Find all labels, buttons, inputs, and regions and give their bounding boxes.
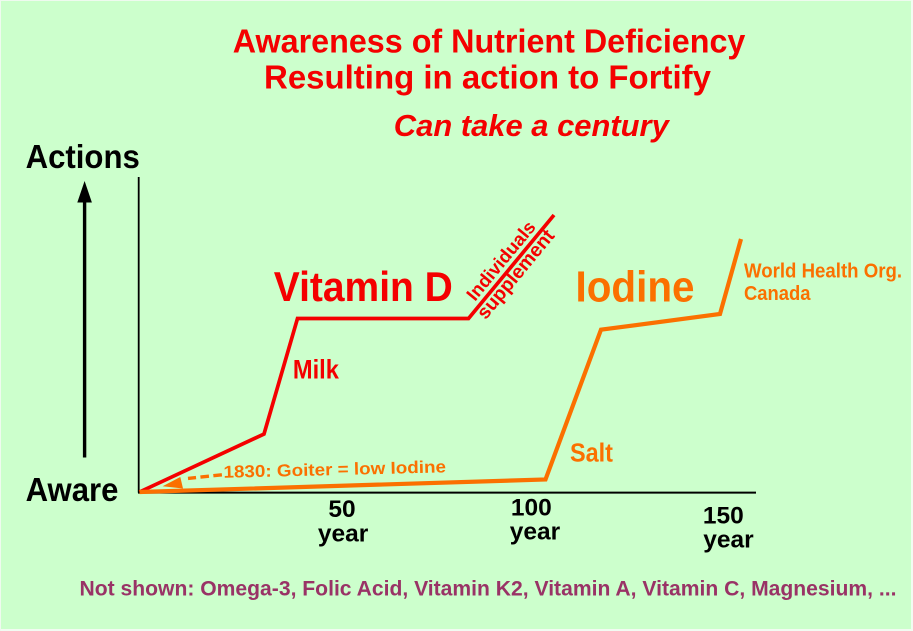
svg-text:Resulting in action to Fortify: Resulting in action to Fortify	[264, 60, 711, 97]
svg-text:Canada: Canada	[744, 283, 811, 305]
svg-text:Not shown: Omega-3, Folic Acid: Not shown: Omega-3, Folic Acid, Vitamin …	[80, 578, 897, 601]
svg-text:100: 100	[511, 495, 552, 522]
svg-text:Salt: Salt	[570, 439, 613, 467]
svg-text:year: year	[318, 520, 369, 547]
svg-text:150: 150	[703, 502, 744, 529]
svg-text:World Health Org.: World Health Org.	[744, 261, 902, 283]
svg-text:Actions: Actions	[26, 138, 140, 175]
svg-text:Vitamin D: Vitamin D	[274, 263, 453, 310]
svg-text:50: 50	[328, 496, 355, 523]
svg-text:Iodine: Iodine	[576, 262, 695, 311]
svg-text:year: year	[703, 527, 754, 554]
svg-text:Milk: Milk	[293, 355, 339, 385]
svg-text:year: year	[510, 519, 561, 546]
svg-text:Aware: Aware	[26, 471, 119, 508]
svg-text:Can take a century: Can take a century	[394, 108, 671, 143]
svg-text:Awareness of Nutrient Deficien: Awareness of Nutrient Deficiency	[233, 23, 746, 60]
